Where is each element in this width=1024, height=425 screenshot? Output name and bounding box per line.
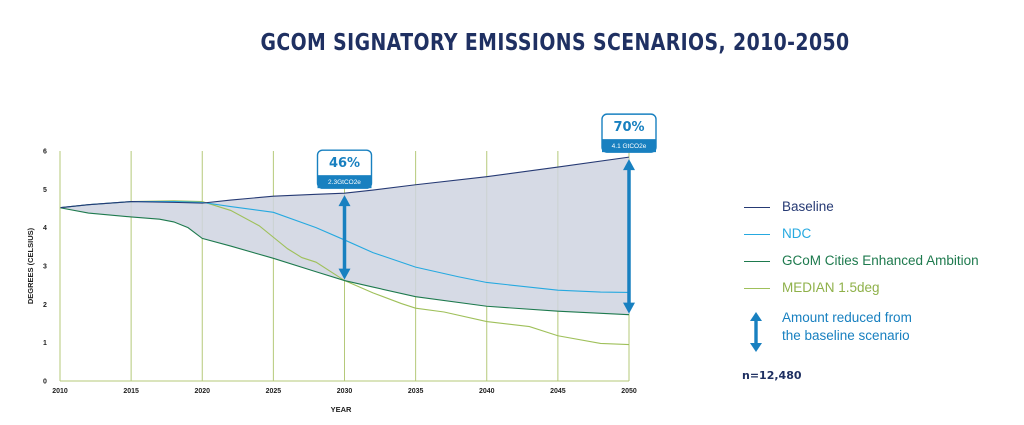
x-tick-label: 2015	[123, 388, 139, 395]
legend-label: MEDIAN 1.5deg	[782, 280, 880, 295]
legend-item: GCoM Cities Enhanced Ambition	[740, 250, 1024, 277]
x-axis-label: YEAR	[331, 405, 352, 414]
x-tick-label: 2030	[337, 388, 353, 395]
y-axis-label: DEGREES (CELSIUS)	[26, 227, 35, 304]
x-tick-label: 2010	[52, 388, 68, 395]
chart-title: GCOM SIGNATORY EMISSIONS SCENARIOS, 2010…	[260, 30, 850, 56]
series-line-baseline	[59, 156, 630, 209]
axis-layer: 2010 2015 2020 2025 2030 2035 2040 2045 2050 0 1 2 3…	[43, 149, 637, 396]
annotation-layer: 46% 2.3GtCO2e 70% 4.1 GtCO2e	[316, 113, 657, 314]
legend-label: GCoM Cities Enhanced Ambition	[782, 253, 979, 268]
x-tick-label: 2040	[479, 388, 495, 395]
legend-swatch	[744, 207, 770, 208]
x-tick-label: 2020	[194, 388, 210, 395]
legend-label: Baseline	[782, 199, 834, 214]
y-tick-label: 2	[43, 302, 47, 309]
callout-band	[602, 139, 656, 153]
legend-item: NDC	[740, 223, 1024, 250]
double-arrow-icon	[750, 312, 762, 352]
legend-swatch	[744, 288, 770, 289]
x-tick-label: 2025	[266, 388, 282, 395]
legend: Baseline NDC GCoM Cities Enhanced Ambition…	[740, 196, 1024, 360]
y-tick-label: 6	[43, 149, 47, 156]
legend-item: MEDIAN 1.5deg	[740, 277, 1024, 304]
y-tick-label: 4	[43, 225, 47, 232]
legend-swatch	[744, 234, 770, 235]
series-layer	[59, 156, 630, 346]
series-line-gcom-cities-enhanced-ambition	[59, 207, 630, 316]
callout-band	[317, 175, 372, 189]
arrow-head-down	[338, 268, 351, 280]
y-tick-label: 0	[43, 379, 47, 386]
legend-swatch	[744, 261, 770, 262]
x-tick-label: 2035	[408, 388, 424, 395]
callout-value: 4.1 GtCO2e	[612, 143, 647, 150]
y-tick-label: 5	[43, 187, 47, 194]
arrow-head-up	[623, 159, 635, 171]
y-tick-label: 1	[43, 340, 47, 347]
x-tick-label: 2050	[621, 388, 637, 395]
legend-arrow-label-line1: Amount reduced from	[782, 310, 912, 325]
series-line-median-1-5deg	[59, 200, 630, 346]
x-tick-label: 2045	[550, 388, 566, 395]
legend-item-arrow: Amount reduced from the baseline scenario	[740, 309, 1024, 360]
legend-item: Baseline	[740, 196, 1024, 223]
callout-percent: 46%	[329, 156, 360, 171]
arrow-head-up	[338, 195, 351, 207]
callout-percent: 70%	[613, 120, 644, 135]
arrow-head-down	[623, 302, 635, 314]
legend-label: NDC	[782, 226, 812, 241]
sample-size: n=12,480	[742, 369, 802, 382]
legend-arrow-label: Amount reduced from the baseline scenario	[782, 309, 912, 345]
callout-value: 2.3GtCO2e	[328, 179, 361, 186]
y-tick-label: 3	[43, 264, 47, 271]
legend-arrow-label-line2: the baseline scenario	[782, 328, 910, 343]
